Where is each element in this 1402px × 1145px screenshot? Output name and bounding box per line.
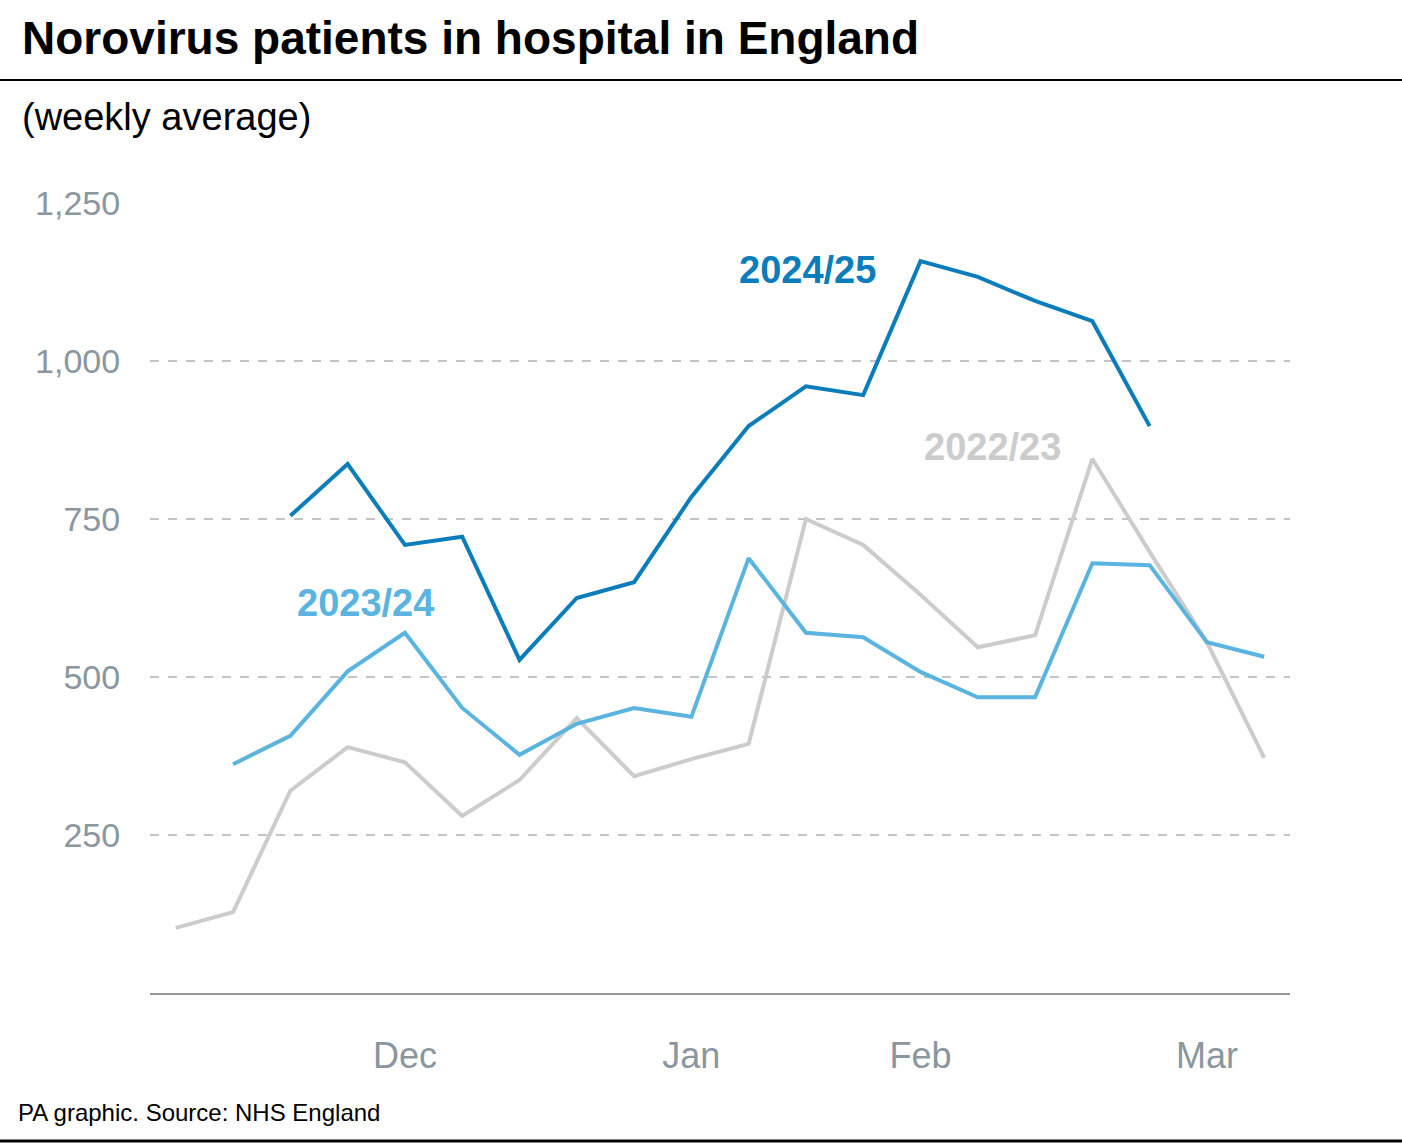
svg-text:PA graphic. Source: NHS Englan: PA graphic. Source: NHS England xyxy=(18,1099,380,1126)
svg-text:Jan: Jan xyxy=(662,1035,720,1076)
svg-text:1,250: 1,250 xyxy=(35,184,120,222)
svg-text:750: 750 xyxy=(63,500,120,538)
svg-text:Norovirus patients in hospital: Norovirus patients in hospital in Englan… xyxy=(22,12,919,64)
svg-text:2023/24: 2023/24 xyxy=(297,582,434,624)
svg-text:(weekly average): (weekly average) xyxy=(22,96,311,138)
svg-text:Dec: Dec xyxy=(373,1035,437,1076)
svg-text:250: 250 xyxy=(63,816,120,854)
svg-text:1,000: 1,000 xyxy=(35,342,120,380)
svg-text:500: 500 xyxy=(63,658,120,696)
svg-text:Mar: Mar xyxy=(1176,1035,1238,1076)
svg-text:2022/23: 2022/23 xyxy=(924,426,1061,468)
svg-text:2024/25: 2024/25 xyxy=(739,249,876,291)
svg-text:Feb: Feb xyxy=(889,1035,951,1076)
